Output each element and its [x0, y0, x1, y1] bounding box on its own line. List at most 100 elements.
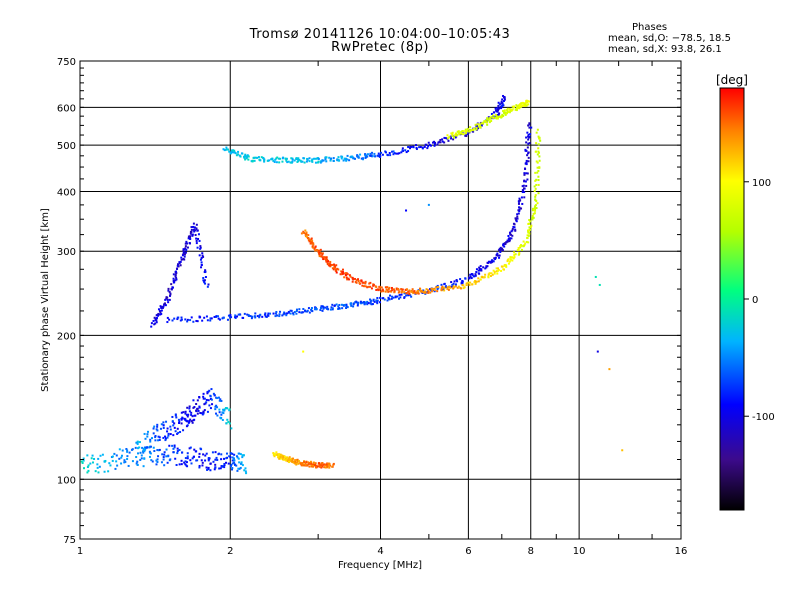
echo-point	[405, 292, 408, 295]
echo-point	[366, 286, 369, 289]
echo-point	[447, 139, 450, 142]
echo-point	[290, 157, 293, 160]
echo-point	[186, 406, 189, 409]
echo-point	[314, 306, 317, 309]
echo-point	[194, 414, 197, 417]
echo-point	[311, 158, 314, 161]
echo-point	[197, 233, 200, 236]
echo-point	[91, 454, 94, 457]
echo-point	[486, 123, 489, 126]
echo-point	[356, 155, 359, 158]
echo-point	[187, 237, 190, 240]
echo-point	[189, 237, 192, 240]
echo-point	[517, 200, 520, 203]
echo-point	[328, 462, 331, 465]
echo-point	[528, 136, 531, 139]
echo-point	[168, 291, 171, 294]
echo-point	[308, 311, 311, 314]
echo-point	[529, 220, 532, 223]
echo-point	[528, 142, 531, 145]
echo-point	[142, 465, 145, 468]
echo-point	[96, 463, 99, 466]
echo-point	[278, 313, 281, 316]
echo-point	[346, 273, 349, 276]
echo-point	[373, 152, 376, 155]
echo-point	[210, 317, 213, 320]
echo-point	[516, 217, 519, 220]
echo-point	[273, 160, 276, 163]
echo-point	[149, 440, 152, 443]
echo-point	[487, 260, 490, 263]
echo-point	[198, 464, 201, 467]
echo-point	[596, 350, 599, 353]
echo-point	[503, 264, 506, 267]
echo-point	[401, 149, 404, 152]
colorbar-label: [deg]	[716, 73, 748, 87]
echo-point	[300, 462, 303, 465]
echo-point	[323, 463, 326, 466]
echo-point	[389, 294, 392, 297]
echo-point	[321, 252, 324, 255]
echo-point	[498, 112, 501, 115]
echo-point	[462, 284, 465, 287]
echo-point	[160, 423, 163, 426]
echo-point	[186, 457, 189, 460]
echo-point	[178, 422, 181, 425]
x-tick-label: 4	[377, 546, 383, 557]
echo-point	[440, 288, 443, 291]
echo-point	[292, 457, 295, 460]
echo-point	[234, 152, 237, 155]
echo-point	[183, 258, 186, 261]
echo-point	[369, 302, 372, 305]
echo-point	[431, 141, 434, 144]
echo-point	[199, 411, 202, 414]
echo-point	[311, 160, 314, 163]
echo-point	[621, 449, 624, 452]
echo-point	[326, 463, 329, 466]
echo-point	[162, 458, 165, 461]
echo-point	[177, 418, 180, 421]
echo-point	[537, 169, 540, 172]
echo-point	[398, 152, 401, 155]
echo-point	[312, 465, 315, 468]
echo-point	[526, 178, 529, 181]
echo-point	[450, 281, 453, 284]
echo-point	[407, 150, 410, 153]
echo-point	[444, 137, 447, 140]
echo-point	[223, 457, 226, 460]
echo-point	[186, 455, 189, 458]
echo-point	[483, 276, 486, 279]
echo-point	[359, 153, 362, 156]
echo-point	[527, 152, 530, 155]
echo-point	[475, 126, 478, 129]
echo-point	[158, 310, 161, 313]
echo-point	[512, 256, 515, 259]
echo-point	[355, 301, 358, 304]
echo-point	[86, 471, 89, 474]
echo-point	[201, 252, 204, 255]
echo-point	[320, 463, 323, 466]
echo-point	[176, 432, 179, 435]
echo-point	[535, 178, 538, 181]
echo-point	[290, 161, 293, 164]
echo-point	[163, 453, 166, 456]
echo-point	[214, 466, 217, 469]
echo-point	[409, 147, 412, 150]
echo-point	[137, 452, 140, 455]
echo-point	[196, 399, 199, 402]
echo-point	[329, 260, 332, 263]
y-tick-label: 400	[57, 187, 76, 198]
echo-point	[527, 229, 530, 232]
echo-point	[208, 404, 211, 407]
echo-point	[306, 309, 309, 312]
echo-point	[381, 288, 384, 291]
echo-point	[447, 288, 450, 291]
echo-point	[524, 162, 527, 165]
echo-point	[294, 462, 297, 465]
echo-point	[319, 161, 322, 164]
echo-point	[236, 469, 239, 472]
echo-point	[228, 422, 231, 425]
echo-point	[204, 270, 207, 273]
echo-point	[305, 233, 308, 236]
echo-point	[449, 137, 452, 140]
